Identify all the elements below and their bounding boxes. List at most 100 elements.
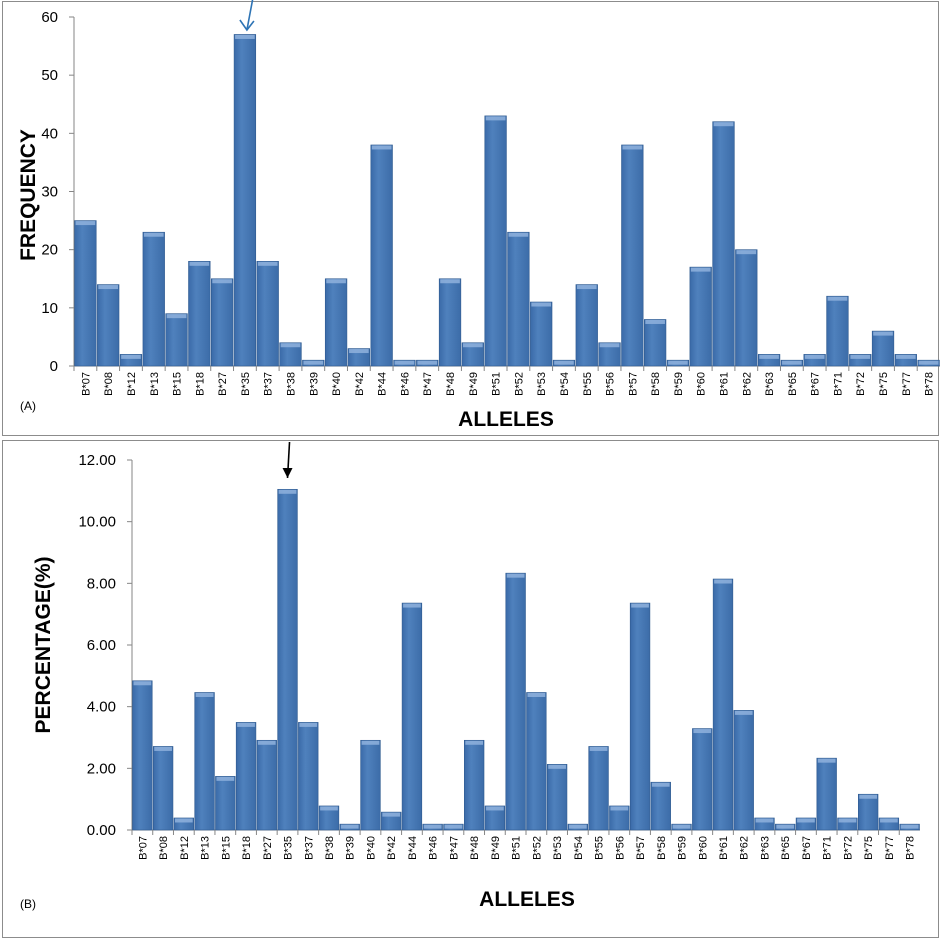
arrow-head bbox=[239, 19, 255, 32]
bar-top-bevel bbox=[645, 319, 665, 324]
bar-top-bevel bbox=[299, 722, 318, 727]
bar-top-bevel bbox=[531, 302, 552, 307]
x-tick-label: B*77 bbox=[884, 836, 896, 860]
x-tick-label: B*35 bbox=[283, 836, 295, 860]
bar-top-bevel bbox=[235, 34, 255, 39]
x-tick-label: B*46 bbox=[399, 372, 411, 396]
x-tick-label: B*37 bbox=[303, 836, 315, 860]
chart-panel-b bbox=[2, 440, 939, 938]
x-tick-label: B*15 bbox=[172, 372, 184, 396]
y-axis-title: FREQUENCY bbox=[17, 129, 40, 261]
bar-B*15 bbox=[215, 776, 236, 831]
bar-top-bevel bbox=[371, 145, 392, 150]
bar-B*51 bbox=[505, 572, 526, 831]
bar-B*08 bbox=[152, 746, 174, 831]
panel-label: (B) bbox=[20, 897, 36, 911]
bar-B*58 bbox=[650, 781, 671, 831]
bar-B*38 bbox=[318, 805, 340, 831]
bar-top-bevel bbox=[237, 722, 255, 727]
bar-top-bevel bbox=[895, 354, 916, 359]
bar-top-bevel bbox=[417, 360, 438, 365]
x-tick-label: B*39 bbox=[345, 836, 357, 860]
x-tick-label: B*47 bbox=[448, 836, 460, 860]
bar-B*57 bbox=[621, 144, 644, 367]
bar-top-bevel bbox=[880, 818, 898, 823]
bar-B*07 bbox=[74, 220, 97, 367]
bar-B*75 bbox=[871, 330, 895, 367]
bar-top-bevel bbox=[672, 824, 691, 829]
bar-top-bevel bbox=[195, 692, 214, 697]
bar-B*49 bbox=[484, 805, 506, 831]
bar-top-bevel bbox=[98, 285, 119, 290]
x-tick-label: B*57 bbox=[627, 372, 639, 396]
bar-top-bevel bbox=[827, 296, 848, 301]
x-tick-label: B*59 bbox=[673, 372, 685, 396]
bar-B*67 bbox=[803, 354, 826, 367]
bar-B*71 bbox=[826, 295, 849, 367]
bar-top-bevel bbox=[734, 710, 753, 715]
bar-top-bevel bbox=[713, 122, 734, 127]
bar-B*77 bbox=[894, 354, 917, 367]
bar-top-bevel bbox=[776, 824, 795, 829]
bar-top-bevel bbox=[462, 343, 483, 348]
bar-B*48 bbox=[464, 739, 485, 831]
x-tick-label: B*18 bbox=[241, 836, 253, 860]
x-tick-label: B*40 bbox=[331, 372, 343, 396]
bar-top-bevel bbox=[486, 806, 504, 811]
bar-top-bevel bbox=[804, 354, 825, 359]
x-tick-label: B*47 bbox=[422, 372, 434, 396]
x-tick-label: B*13 bbox=[149, 372, 161, 396]
x-tick-label: B*39 bbox=[308, 372, 320, 396]
bar-top-bevel bbox=[303, 360, 324, 365]
y-tick-label: 0.00 bbox=[87, 822, 116, 839]
x-tick-label: B*71 bbox=[832, 372, 844, 396]
x-tick-label: B*77 bbox=[901, 372, 913, 396]
x-tick-label: B*62 bbox=[741, 372, 753, 396]
bar-top-bevel bbox=[850, 354, 871, 359]
y-tick-label: 8.00 bbox=[87, 575, 116, 592]
bar-top-bevel bbox=[326, 279, 346, 284]
bar-top-bevel bbox=[340, 824, 359, 829]
bar-top-bevel bbox=[143, 232, 164, 237]
bar-top-bevel bbox=[568, 824, 587, 829]
bar-top-bevel bbox=[212, 279, 232, 284]
bar-top-bevel bbox=[782, 360, 802, 365]
x-tick-label: B*63 bbox=[759, 836, 771, 860]
bar-top-bevel bbox=[320, 806, 338, 811]
x-tick-label: B*44 bbox=[377, 372, 389, 396]
chart-b: 0.00 2.00 4.00 6.00 8.00 10.00 12.00 B*07 B*08 B*… bbox=[20, 441, 920, 911]
x-tick-label: B*53 bbox=[552, 836, 564, 860]
x-tick-label: B*55 bbox=[582, 372, 594, 396]
bar-top-bevel bbox=[440, 279, 460, 284]
bar-B*48 bbox=[438, 278, 462, 367]
bar-top-bevel bbox=[508, 232, 529, 237]
y-tick-label: 6.00 bbox=[87, 637, 116, 654]
bar-top-bevel bbox=[755, 818, 774, 823]
x-tick-label: B*38 bbox=[324, 836, 336, 860]
bar-B*08 bbox=[97, 284, 120, 367]
bar-top-bevel bbox=[174, 818, 193, 823]
bar-top-bevel bbox=[444, 824, 463, 829]
bar-B*15 bbox=[165, 313, 188, 367]
bar-B*44 bbox=[401, 602, 423, 831]
bar-top-bevel bbox=[257, 261, 278, 266]
x-tick-label: B*65 bbox=[787, 372, 799, 396]
x-tick-label: B*51 bbox=[491, 372, 503, 396]
x-tick-label: B*57 bbox=[635, 836, 647, 860]
bar-top-bevel bbox=[599, 343, 620, 348]
bar-top-bevel bbox=[349, 349, 369, 354]
bar-top-bevel bbox=[873, 331, 893, 336]
bar-top-bevel bbox=[622, 145, 643, 150]
bar-top-bevel bbox=[75, 221, 96, 226]
bar-B*55 bbox=[588, 746, 609, 831]
x-tick-label: B*18 bbox=[194, 372, 206, 396]
bar-top-bevel bbox=[759, 354, 779, 359]
x-tick-label: B*60 bbox=[696, 372, 708, 396]
x-tick-label: B*62 bbox=[739, 836, 751, 860]
bar-B*12 bbox=[119, 354, 143, 367]
x-tick-label: B*61 bbox=[719, 372, 731, 396]
bar-B*27 bbox=[211, 278, 234, 367]
bar-B*40 bbox=[324, 278, 348, 367]
x-tick-label: B*58 bbox=[650, 372, 662, 396]
bar-top-bevel bbox=[189, 261, 210, 266]
